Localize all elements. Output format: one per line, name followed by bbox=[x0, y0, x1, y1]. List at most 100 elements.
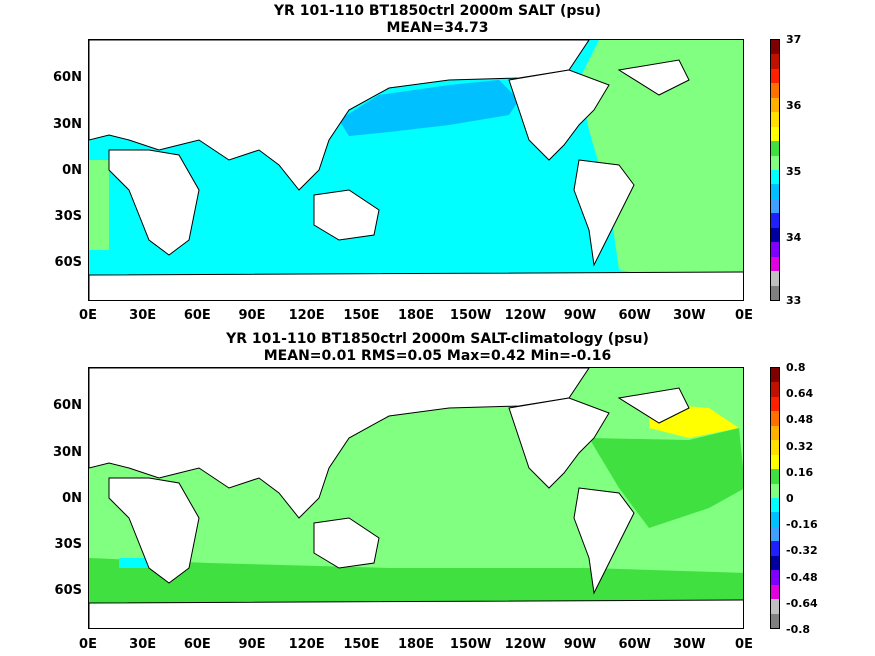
panel1-cb-swatch-3 bbox=[771, 83, 779, 99]
panel2-cb-swatch-12 bbox=[771, 541, 779, 557]
panel1-lon-7: 150W bbox=[449, 308, 492, 323]
panel1-west-band bbox=[89, 160, 109, 250]
panel2-lon-10: 60W bbox=[618, 637, 651, 652]
panel1-lon-12: 0E bbox=[735, 308, 753, 323]
panel1-cb-swatch-13 bbox=[771, 227, 779, 243]
panel1-lon-9: 90W bbox=[563, 308, 597, 323]
panel2-cb-swatch-8 bbox=[771, 483, 779, 499]
panel1-lon-1: 30E bbox=[129, 308, 157, 323]
panel2-cb-swatch-1 bbox=[771, 382, 779, 398]
panel1-cb-34: 34 bbox=[786, 231, 802, 244]
panel2-cb-swatch-13 bbox=[771, 555, 779, 571]
panel1-cb-33: 33 bbox=[786, 294, 802, 307]
panel1-cb-swatch-16 bbox=[771, 271, 779, 287]
panel1-north-pacific bbox=[339, 80, 519, 136]
panel2-lon-8: 120W bbox=[504, 637, 547, 652]
panel2-cb-label-7: -0.32 bbox=[786, 544, 818, 558]
panel1-cb-swatch-15 bbox=[771, 256, 779, 272]
panel1-land bbox=[89, 40, 743, 300]
panel2-lat-30s: 30S bbox=[54, 537, 82, 552]
panel2-lon-0: 0E bbox=[79, 637, 97, 652]
panel1-map bbox=[88, 39, 744, 301]
panel2-lon-9: 90W bbox=[563, 637, 597, 652]
panel2-lon-3: 90E bbox=[238, 637, 266, 652]
panel1-cb-swatch-7 bbox=[771, 141, 779, 157]
panel2-cb-swatch-3 bbox=[771, 411, 779, 427]
panel1-lon-0: 0E bbox=[79, 308, 97, 323]
panel2-cb-swatch-4 bbox=[771, 425, 779, 441]
panel2-lon-7: 150W bbox=[449, 637, 492, 652]
panel2-cb-label-0: 0.8 bbox=[786, 361, 806, 374]
panel2-cb-label-1: 0.64 bbox=[786, 387, 814, 401]
panel1-lon-3: 90E bbox=[238, 308, 266, 323]
panel1-cb-swatch-1 bbox=[771, 54, 779, 70]
panel1-lon-10: 60W bbox=[618, 308, 651, 323]
panel2-cb-swatch-9 bbox=[771, 498, 779, 513]
panel1-cb-swatch-14 bbox=[771, 242, 779, 258]
panel1-cb-swatch-4 bbox=[771, 97, 779, 113]
panel2-cb-label-9: -0.64 bbox=[786, 596, 818, 610]
panel2-cb-label-6: -0.16 bbox=[786, 518, 818, 532]
panel1-cb-swatch-9 bbox=[771, 170, 779, 185]
panel2-subtitle: MEAN=0.01 RMS=0.05 Max=0.42 Min=-0.16 bbox=[263, 348, 612, 364]
panel2-land bbox=[89, 368, 743, 628]
panel2-lon-1: 30E bbox=[129, 637, 157, 652]
panel2-southern-band bbox=[89, 558, 743, 608]
panel2-cb-swatch-15 bbox=[771, 584, 779, 600]
panel2-cb-label-5: 0 bbox=[786, 492, 794, 505]
panel2-cb-swatch-7 bbox=[771, 469, 779, 485]
panel1-lon-2: 60E bbox=[183, 308, 211, 323]
panel2-lon-12: 0E bbox=[735, 637, 753, 652]
panel2-lat-60n: 60N bbox=[53, 398, 82, 413]
panel2-lon-6: 180E bbox=[397, 637, 435, 652]
panel2-cb-swatch-16 bbox=[771, 599, 779, 615]
panel1-lon-6: 180E bbox=[397, 308, 435, 323]
panel2-cb-label-8: -0.48 bbox=[786, 570, 818, 584]
panel1-atlantic bbox=[579, 40, 743, 280]
panel1-lon-11: 30W bbox=[673, 308, 706, 323]
panel2-cb-swatch-14 bbox=[771, 570, 779, 586]
panel2-lon-2: 60E bbox=[183, 637, 211, 652]
panel1-lat-30s: 30S bbox=[54, 209, 82, 224]
panel2-cb-swatch-2 bbox=[771, 396, 779, 412]
panel1-cb-swatch-2 bbox=[771, 68, 779, 84]
panel1-cb-swatch-5 bbox=[771, 112, 779, 128]
panel2-cb-label-3: 0.32 bbox=[786, 439, 814, 453]
panel2-colorbar bbox=[770, 367, 780, 629]
panel1-cb-swatch-17 bbox=[771, 285, 779, 301]
panel1-cb-35: 35 bbox=[786, 165, 802, 178]
panel1-colorbar bbox=[770, 39, 780, 301]
panel2-lon-5: 150E bbox=[343, 637, 380, 652]
panel1-title: YR 101-110 BT1850ctrl 2000m SALT (psu) bbox=[273, 3, 602, 19]
panel1-lat-60s: 60S bbox=[54, 255, 82, 270]
panel2-lon-4: 120E bbox=[288, 637, 325, 652]
panel1-map-svg bbox=[89, 40, 743, 300]
panel1-cb-swatch-12 bbox=[771, 213, 779, 229]
panel2-atlantic-band bbox=[589, 428, 743, 528]
panel1-lon-8: 120W bbox=[504, 308, 547, 323]
panel2-title: YR 101-110 BT1850ctrl 2000m SALT-climato… bbox=[226, 331, 649, 347]
panel1-cb-swatch-8 bbox=[771, 155, 779, 171]
panel1-lat-0n: 0N bbox=[62, 163, 82, 178]
panel1-cb-36: 36 bbox=[786, 99, 802, 112]
panel1-lon-4: 120E bbox=[288, 308, 325, 323]
panel2-lon-11: 30W bbox=[673, 637, 706, 652]
panel1-cb-37: 37 bbox=[786, 33, 802, 46]
panel2-cb-label-10: -0.8 bbox=[786, 623, 811, 636]
panel2-lat-30n: 30N bbox=[53, 445, 82, 460]
panel2-cb-label-4: 0.16 bbox=[786, 465, 814, 479]
panel2-cb-swatch-0 bbox=[771, 368, 779, 383]
panel1-subtitle: MEAN=34.73 bbox=[386, 20, 489, 36]
panel2-lat-0n: 0N bbox=[62, 491, 82, 506]
panel2-map bbox=[88, 367, 744, 629]
panel1-lat-30n: 30N bbox=[53, 117, 82, 132]
panel2-cb-swatch-5 bbox=[771, 440, 779, 456]
panel1-cb-swatch-11 bbox=[771, 198, 779, 214]
panel1-cb-swatch-6 bbox=[771, 126, 779, 142]
panel1-lat-60n: 60N bbox=[53, 70, 82, 85]
panel1-lon-5: 150E bbox=[343, 308, 380, 323]
panel2-cb-swatch-6 bbox=[771, 454, 779, 470]
panel2-lat-60s: 60S bbox=[54, 583, 82, 598]
panel1-cb-swatch-0 bbox=[771, 40, 779, 55]
panel1-cb-swatch-10 bbox=[771, 184, 779, 200]
